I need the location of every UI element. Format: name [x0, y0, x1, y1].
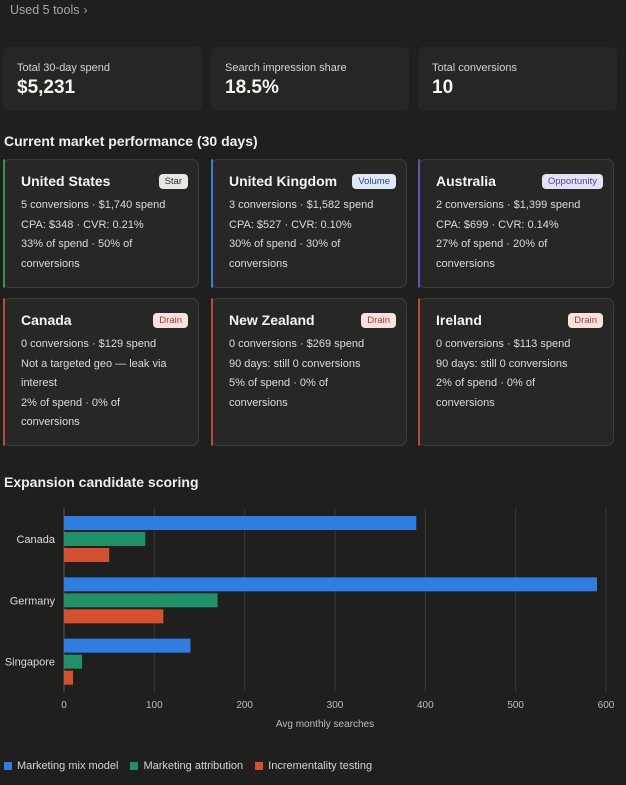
- market-card: Canada Drain 0 conversions · $129 spend Not…: [3, 298, 199, 446]
- market-stat-line: 0 conversions · $113 spend: [436, 338, 571, 350]
- x-tick-label: 600: [598, 700, 615, 711]
- x-tick-label: 100: [146, 700, 163, 711]
- bar-marketing-mix-model: [64, 638, 191, 653]
- status-badge: Drain: [153, 312, 188, 328]
- market-stat-line: conversions: [436, 396, 495, 409]
- market-stat-line: 5% of spend · 0% of: [229, 377, 329, 389]
- market-card-header: New Zealand Drain: [229, 312, 396, 328]
- x-tick-label: 200: [236, 700, 253, 711]
- x-tick-label: 0: [61, 700, 67, 711]
- market-stat-line: 0 conversions · $269 spend: [229, 338, 365, 350]
- bar-marketing-attribution: [64, 532, 146, 546]
- market-stat-line: CPA: $699 · CVR: 0.14%: [436, 218, 559, 231]
- stat-label: Total 30-day spend: [17, 62, 110, 74]
- market-stat-line: 33% of spend · 50% of: [21, 238, 133, 250]
- market-card-header: Australia Opportunity: [436, 173, 603, 189]
- bar-marketing-mix-model: [64, 577, 597, 592]
- category-label: Singapore: [5, 657, 55, 669]
- stat-value: $5,231: [17, 77, 76, 98]
- market-card: United Kingdom Volume 3 conversions · $1,5…: [211, 159, 407, 288]
- market-stat-line: Not a targeted geo — leak via: [21, 357, 167, 370]
- x-tick-label: 300: [327, 700, 344, 711]
- market-card: United States Star 5 conversions · $1,740 …: [3, 159, 199, 288]
- market-stat-line: CPA: $348 · CVR: 0.21%: [21, 218, 144, 231]
- market-performance-heading: Current market performance (30 days): [4, 133, 258, 149]
- legend-label: Marketing mix model: [17, 760, 119, 772]
- stat-card-impression-share: Search impression share 18.5%: [211, 47, 409, 111]
- market-stat-line: CPA: $527 · CVR: 0.10%: [229, 218, 352, 231]
- market-stat-line: 2 conversions · $1,399 spend: [436, 199, 581, 211]
- x-tick-label: 400: [417, 700, 434, 711]
- chevron-right-icon: ›: [83, 3, 88, 17]
- legend-swatch: [255, 762, 264, 770]
- status-badge: Opportunity: [541, 173, 603, 189]
- market-name: Canada: [21, 312, 72, 328]
- status-badge: Drain: [361, 312, 396, 328]
- market-card: Ireland Drain 0 conversions · $113 spend 90…: [418, 298, 614, 446]
- x-axis-label: Avg monthly searches: [276, 719, 374, 730]
- category-label: Canada: [16, 534, 55, 546]
- market-stat-line: 3 conversions · $1,582 spend: [229, 199, 374, 211]
- expansion-chart: 0 100 200 300 400 500 600 Avg monthly searches C…: [5, 508, 615, 730]
- status-badge: Drain: [568, 312, 603, 328]
- market-stat-line: 27% of spend · 20% of: [436, 238, 548, 250]
- market-card-header: United Kingdom Volume: [229, 173, 396, 189]
- stat-label: Search impression share: [225, 62, 347, 74]
- market-stat-line: conversions: [436, 257, 495, 270]
- market-stat-line: 2% of spend · 0% of: [21, 396, 121, 409]
- tools-used-toggle[interactable]: Used 5 tools ›: [10, 3, 87, 17]
- stat-value: 18.5%: [225, 77, 279, 98]
- legend-item: Incrementality testing: [255, 760, 372, 772]
- market-stat-line: 30% of spend · 30% of: [229, 238, 341, 250]
- bar-incrementality-testing: [64, 609, 164, 624]
- market-card-header: Ireland Drain: [436, 312, 603, 328]
- tools-used-label: Used 5 tools: [10, 3, 80, 17]
- market-card-header: Canada Drain: [21, 312, 188, 328]
- market-card: New Zealand Drain 0 conversions · $269 spe…: [211, 298, 407, 446]
- bar-incrementality-testing: [64, 548, 110, 562]
- legend-swatch: [130, 762, 139, 770]
- category-label: Germany: [10, 595, 56, 607]
- market-name: United States: [21, 173, 111, 189]
- bar-marketing-attribution: [64, 593, 218, 608]
- market-stat-line: conversions: [21, 257, 80, 270]
- legend-item: Marketing mix model: [4, 760, 118, 772]
- market-name: United Kingdom: [229, 173, 338, 189]
- chart-title: Expansion candidate scoring: [4, 474, 199, 490]
- stat-card-spend: Total 30-day spend $5,231: [3, 47, 202, 111]
- legend-label: Incrementality testing: [268, 760, 373, 772]
- bar-marketing-attribution: [64, 654, 83, 669]
- market-stat-line: 5 conversions · $1,740 spend: [21, 199, 166, 211]
- stat-card-conversions: Total conversions 10: [418, 47, 617, 111]
- market-card-header: United States Star: [21, 173, 188, 189]
- stat-value: 10: [432, 77, 454, 98]
- legend-label: Marketing attribution: [143, 760, 244, 772]
- market-card: Australia Opportunity 2 conversions · $1,3…: [418, 159, 614, 288]
- market-name: New Zealand: [229, 312, 315, 328]
- stat-label: Total conversions: [432, 62, 517, 74]
- bar-marketing-mix-model: [64, 516, 417, 530]
- market-name: Ireland: [436, 312, 482, 328]
- legend-item: Marketing attribution: [130, 760, 243, 772]
- bar-incrementality-testing: [64, 670, 74, 685]
- status-badge: Star: [158, 173, 188, 189]
- status-badge: Volume: [352, 173, 396, 189]
- legend-swatch: [4, 762, 12, 770]
- chart-legend: Marketing mix model Marketing attribution…: [4, 760, 372, 772]
- market-stat-line: 0 conversions · $129 spend: [21, 338, 157, 350]
- market-stat-line: conversions: [21, 416, 80, 428]
- market-stat-line: 2% of spend · 0% of: [436, 377, 536, 389]
- market-stat-line: interest: [21, 377, 58, 389]
- x-tick-label: 500: [507, 700, 524, 711]
- market-stat-line: 90 days: still 0 conversions: [229, 357, 361, 370]
- market-name: Australia: [436, 173, 496, 189]
- market-stat-line: 90 days: still 0 conversions: [436, 357, 568, 370]
- market-stat-line: conversions: [229, 257, 288, 270]
- market-stat-line: conversions: [229, 396, 288, 409]
